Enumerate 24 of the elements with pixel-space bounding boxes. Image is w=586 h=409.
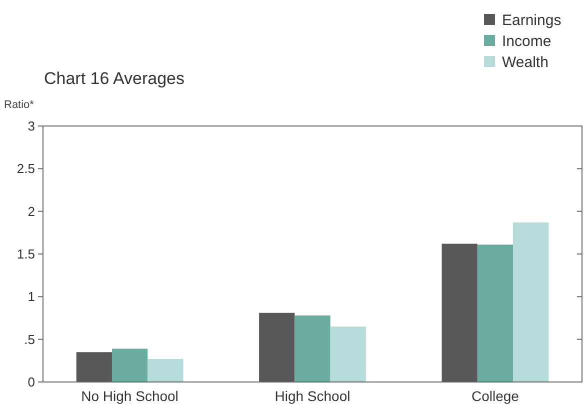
y-tick-label: 1 <box>28 289 35 304</box>
chart-title: Chart 16 Averages <box>44 69 184 88</box>
bar <box>477 244 514 382</box>
y-tick-label: 1.5 <box>16 246 35 262</box>
bar <box>442 244 478 382</box>
bar <box>76 352 112 382</box>
x-tick-label: No High School <box>81 388 178 404</box>
x-tick-label: High School <box>274 388 350 404</box>
bar <box>294 315 330 382</box>
bar <box>148 358 184 382</box>
legend-label: Wealth <box>502 54 548 71</box>
legend-label: Income <box>502 33 552 50</box>
y-tick-label: 0 <box>28 374 35 390</box>
y-tick-label: 2.5 <box>16 161 35 176</box>
y-axis-title: Ratio* <box>4 99 35 111</box>
x-tick-label: College <box>471 388 520 404</box>
y-tick-label: .5 <box>24 332 35 347</box>
bar <box>330 326 366 382</box>
bar <box>513 222 549 382</box>
bar <box>259 312 295 382</box>
bar <box>112 348 148 382</box>
legend-label: Earnings <box>502 12 562 29</box>
y-tick-label: 2 <box>28 204 35 219</box>
y-tick-label: 3 <box>28 118 35 134</box>
